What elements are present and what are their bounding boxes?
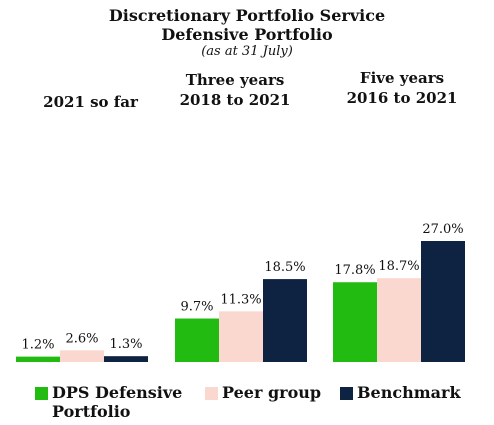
data-label-benchmark-group-2: 27.0% <box>422 222 463 237</box>
bar-dps-group-1 <box>175 318 219 362</box>
data-label-benchmark-group-1: 18.5% <box>264 260 305 275</box>
group-label-line: 2016 to 2021 <box>346 89 458 107</box>
legend-label-line: Peer group <box>222 383 322 402</box>
data-label-dps-group-1: 9.7% <box>180 300 213 315</box>
legend-swatch-dps <box>35 387 48 400</box>
legend-label-benchmark: Benchmark <box>357 383 461 402</box>
legend-label-line: DPS Defensive <box>52 383 183 402</box>
data-label-dps-group-0: 1.2% <box>21 338 54 353</box>
data-label-peer-group-group-2: 18.7% <box>378 259 419 274</box>
bar-benchmark-group-1 <box>263 279 307 362</box>
group-label-2021-so-far: 2021 so far <box>8 92 173 112</box>
data-label-peer-group-group-0: 2.6% <box>65 331 98 346</box>
chart-title: Discretionary Portfolio Service <box>108 6 386 25</box>
bar-benchmark-group-0 <box>104 356 148 362</box>
bar-dps-group-0 <box>16 356 60 362</box>
data-label-benchmark-group-0: 1.3% <box>109 337 142 352</box>
bar-benchmark-group-2 <box>421 241 465 362</box>
group-label-three-years: Three years 2018 to 2021 <box>160 70 310 110</box>
bar-peer-group-group-0 <box>60 350 104 362</box>
legend-label-line: Benchmark <box>357 383 461 402</box>
chart-subtitle: Defensive Portfolio <box>161 25 333 44</box>
legend-label-line: Portfolio <box>52 402 131 421</box>
group-label-line: 2018 to 2021 <box>179 91 291 109</box>
group-label-line: 2021 so far <box>43 93 138 111</box>
legend-swatch-benchmark <box>340 387 353 400</box>
legend-swatch-peer-group <box>205 387 218 400</box>
data-label-dps-group-2: 17.8% <box>334 263 375 278</box>
group-label-line: Three years <box>185 71 285 89</box>
bar-peer-group-group-1 <box>219 311 263 362</box>
group-label-five-years: Five years 2016 to 2021 <box>322 68 482 108</box>
bar-dps-group-2 <box>333 282 377 362</box>
bar-peer-group-group-2 <box>377 278 421 362</box>
legend-label-dps: DPS Defensive Portfolio <box>52 383 182 421</box>
data-label-peer-group-group-1: 11.3% <box>220 292 261 307</box>
chart-date-note: (as at 31 July) <box>201 44 293 59</box>
group-label-line: Five years <box>359 69 445 87</box>
legend-label-peer-group: Peer group <box>222 383 321 402</box>
